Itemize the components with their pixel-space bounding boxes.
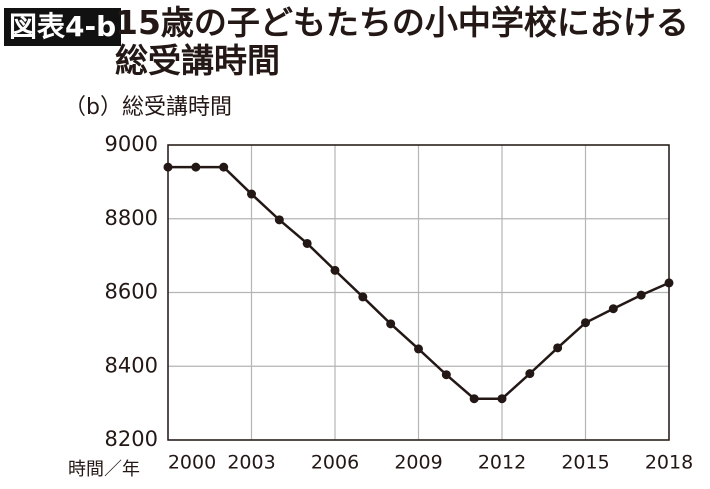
x-tick-label: 2018 [645, 452, 693, 474]
y-tick-label: 8800 [105, 206, 158, 230]
data-point [553, 343, 563, 353]
chart-title: 15歳の子どもたちの小中学校における総受講時間 [115, 3, 689, 80]
data-point [469, 394, 479, 404]
data-point [219, 162, 229, 172]
y-tick-label: 8400 [105, 353, 158, 377]
data-point [191, 162, 201, 172]
x-axis-label: 時間／年 [68, 459, 140, 480]
data-point [274, 215, 284, 225]
data-point [636, 290, 646, 300]
x-tick-label: 2006 [311, 452, 359, 474]
data-point [581, 318, 590, 328]
data-point [163, 162, 173, 172]
y-tick-label: 8200 [105, 427, 158, 451]
x-tick-label: 2012 [478, 452, 526, 474]
x-tick-label: 2015 [561, 452, 609, 474]
x-tick-label: 2000 [168, 452, 216, 474]
data-point [358, 292, 368, 302]
data-point [608, 304, 618, 314]
data-point [330, 265, 340, 275]
y-tick-label: 9000 [105, 132, 158, 156]
data-point [247, 189, 256, 199]
y-tick-label: 8600 [105, 280, 158, 304]
data-point [497, 394, 507, 404]
x-tick-label: 2003 [227, 452, 275, 474]
data-point [302, 238, 312, 248]
plot-frame [167, 144, 670, 441]
chart-subtitle: （b）総受講時間 [64, 95, 232, 120]
data-point [386, 319, 396, 329]
data-point [441, 370, 451, 380]
data-point [664, 278, 674, 288]
figure-badge: 図表4-b [4, 8, 122, 46]
data-point [414, 344, 423, 354]
data-point [525, 369, 535, 379]
x-tick-label: 2009 [394, 452, 442, 474]
